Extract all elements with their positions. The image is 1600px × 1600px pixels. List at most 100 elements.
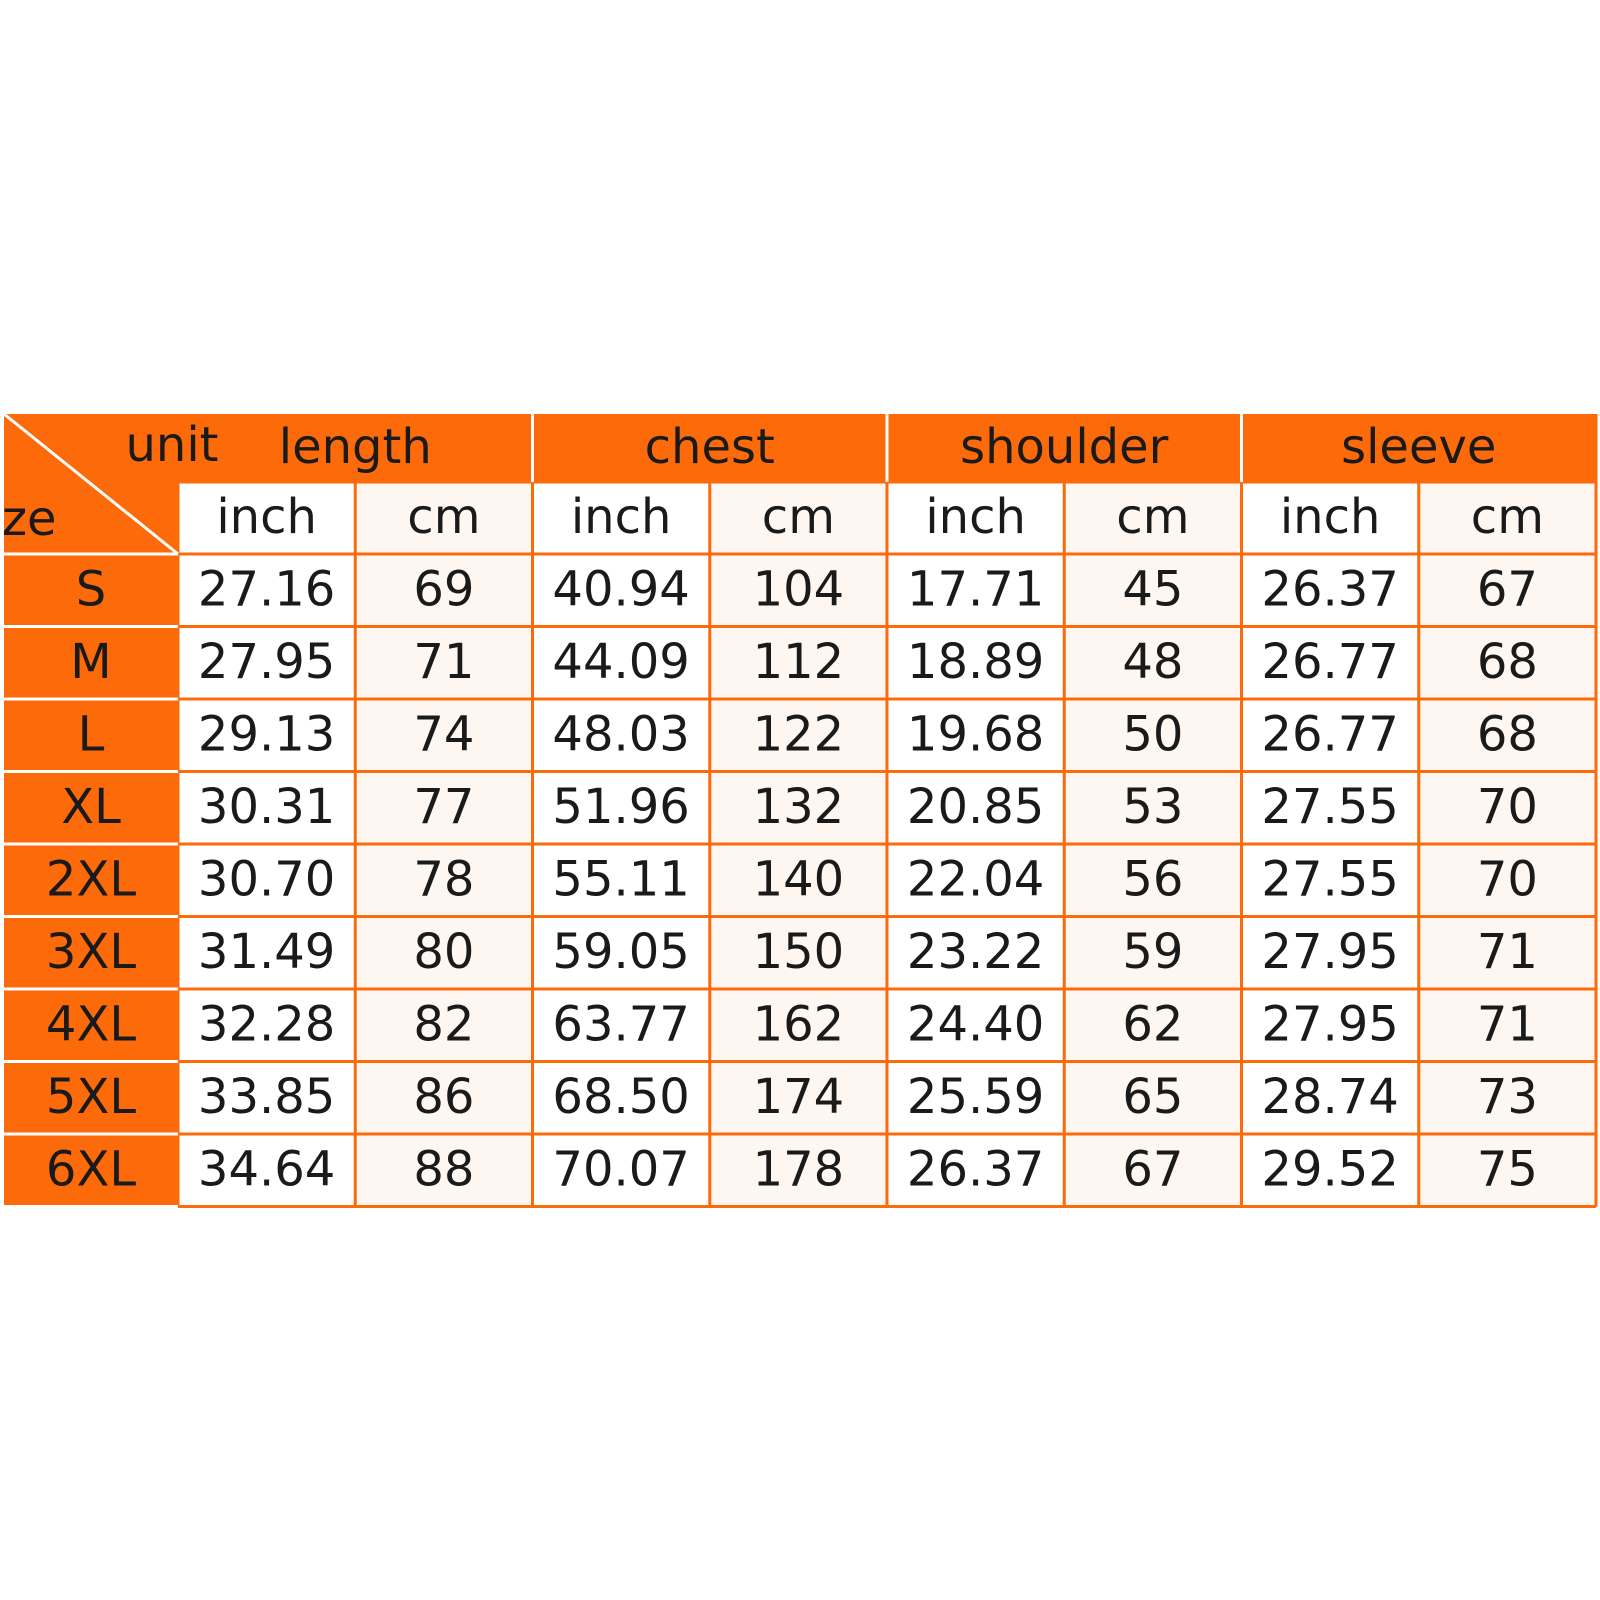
size-label: L [78, 706, 105, 762]
cell-value: 68 [1477, 706, 1538, 762]
cell-value: 65 [1122, 1069, 1183, 1125]
unit-header: inch [925, 489, 1026, 545]
cell-value: 19.68 [907, 706, 1044, 762]
cell-value: 33.85 [198, 1069, 335, 1125]
size-label: XL [61, 779, 121, 835]
header-bg [4, 414, 1596, 482]
cell-value: 26.37 [1261, 561, 1398, 617]
cell-value: 71 [1477, 996, 1538, 1052]
unit-header: inch [1280, 489, 1381, 545]
unit-header: inch [216, 489, 317, 545]
unit-header: cm [1116, 489, 1189, 545]
group-header: shoulder [960, 419, 1169, 475]
cell-value: 50 [1122, 706, 1183, 762]
cell-value: 45 [1122, 561, 1183, 617]
cell-value: 71 [1477, 924, 1538, 980]
cell-value: 63.77 [552, 996, 689, 1052]
size-column-bg [4, 414, 178, 1207]
cell-value: 55.11 [552, 851, 689, 907]
unit-header: cm [407, 489, 480, 545]
corner-unit: unit [126, 417, 219, 473]
cell-value: 27.95 [198, 634, 335, 690]
cell-value: 29.52 [1261, 1141, 1398, 1197]
cell-value: 70 [1477, 851, 1538, 907]
cell-value: 86 [413, 1069, 474, 1125]
cell-value: 32.28 [198, 996, 335, 1052]
group-header: length [279, 419, 432, 475]
cell-value: 71 [413, 634, 474, 690]
cell-value: 26.77 [1261, 634, 1398, 690]
cell-value: 30.31 [198, 779, 335, 835]
corner-diagonal [3, 412, 179, 556]
cell-value: 20.85 [907, 779, 1044, 835]
cell-value: 68.50 [552, 1069, 689, 1125]
cell-value: 34.64 [198, 1141, 335, 1197]
size-label: 5XL [46, 1069, 136, 1125]
cell-value: 25.59 [907, 1069, 1044, 1125]
cell-value: 48 [1122, 634, 1183, 690]
cell-value: 82 [413, 996, 474, 1052]
cell-value: 44.09 [552, 634, 689, 690]
cell-value: 178 [753, 1141, 845, 1197]
cell-value: 67 [1122, 1141, 1183, 1197]
size-label: 6XL [46, 1141, 136, 1197]
cell-value: 27.16 [198, 561, 335, 617]
cell-value: 26.37 [907, 1141, 1044, 1197]
cell-value: 40.94 [552, 561, 689, 617]
cell-value: 56 [1122, 851, 1183, 907]
cell-value: 53 [1122, 779, 1183, 835]
cell-value: 31.49 [198, 924, 335, 980]
cell-value: 59 [1122, 924, 1183, 980]
cell-value: 122 [753, 706, 845, 762]
cell-value: 23.22 [907, 924, 1044, 980]
cell-value: 77 [413, 779, 474, 835]
cell-value: 29.13 [198, 706, 335, 762]
cell-value: 67 [1477, 561, 1538, 617]
cell-value: 18.89 [907, 634, 1044, 690]
cell-value: 22.04 [907, 851, 1044, 907]
cell-value: 24.40 [907, 996, 1044, 1052]
cell-value: 70.07 [552, 1141, 689, 1197]
cell-value: 51.96 [552, 779, 689, 835]
cell-value: 69 [413, 561, 474, 617]
cell-value: 27.95 [1261, 996, 1398, 1052]
cell-value: 68 [1477, 634, 1538, 690]
cell-value: 78 [413, 851, 474, 907]
cell-value: 80 [413, 924, 474, 980]
cell-value: 28.74 [1261, 1069, 1398, 1125]
cell-value: 88 [413, 1141, 474, 1197]
cell-value: 48.03 [552, 706, 689, 762]
cell-value: 62 [1122, 996, 1183, 1052]
cell-value: 27.55 [1261, 851, 1398, 907]
cell-value: 17.71 [907, 561, 1044, 617]
cell-value: 30.70 [198, 851, 335, 907]
size-label: 4XL [46, 996, 136, 1052]
cell-value: 162 [753, 996, 845, 1052]
size-label: M [70, 634, 111, 690]
size-label: 2XL [46, 851, 136, 907]
unit-header: cm [1471, 489, 1544, 545]
size-label: S [76, 561, 106, 617]
group-header: chest [645, 419, 775, 475]
unit-header: inch [571, 489, 672, 545]
cell-value: 70 [1477, 779, 1538, 835]
cell-value: 27.55 [1261, 779, 1398, 835]
corner-size: size [0, 491, 57, 547]
cell-value: 59.05 [552, 924, 689, 980]
group-header: sleeve [1341, 419, 1496, 475]
cell-value: 26.77 [1261, 706, 1398, 762]
cell-value: 140 [753, 851, 845, 907]
size-label: 3XL [46, 924, 136, 980]
cell-value: 74 [413, 706, 474, 762]
cell-value: 104 [753, 561, 845, 617]
cell-value: 132 [753, 779, 845, 835]
cell-value: 27.95 [1261, 924, 1398, 980]
cell-value: 150 [753, 924, 845, 980]
unit-header: cm [762, 489, 835, 545]
cell-value: 75 [1477, 1141, 1538, 1197]
cell-value: 174 [753, 1069, 845, 1125]
cell-value: 112 [753, 634, 845, 690]
cell-value: 73 [1477, 1069, 1538, 1125]
